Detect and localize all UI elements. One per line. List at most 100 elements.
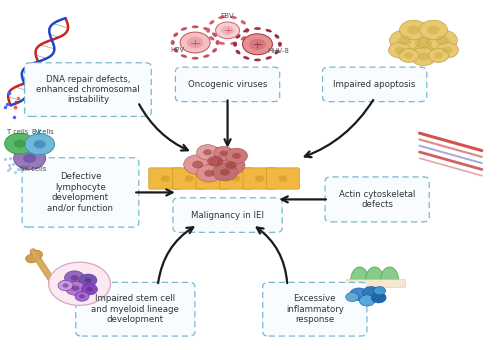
Ellipse shape: [236, 34, 240, 38]
Ellipse shape: [274, 50, 280, 54]
Text: DNA repair defects,
enhanced chromosomal
instability: DNA repair defects, enhanced chromosomal…: [36, 75, 140, 105]
Circle shape: [48, 262, 110, 306]
Ellipse shape: [243, 29, 250, 33]
Text: T cells: T cells: [6, 129, 28, 135]
Circle shape: [250, 38, 266, 50]
Circle shape: [203, 149, 212, 155]
Circle shape: [187, 37, 204, 48]
FancyArrowPatch shape: [139, 104, 188, 150]
Circle shape: [212, 163, 238, 181]
Ellipse shape: [266, 56, 272, 60]
Circle shape: [420, 20, 448, 40]
FancyBboxPatch shape: [266, 168, 300, 189]
Circle shape: [350, 288, 368, 301]
Circle shape: [64, 271, 84, 285]
Circle shape: [14, 147, 46, 169]
Ellipse shape: [203, 54, 209, 58]
Ellipse shape: [206, 28, 210, 33]
Circle shape: [79, 274, 97, 287]
Circle shape: [436, 36, 449, 45]
Ellipse shape: [240, 20, 246, 24]
Text: NK cells: NK cells: [20, 166, 46, 173]
Circle shape: [204, 170, 214, 177]
Ellipse shape: [254, 58, 261, 61]
Circle shape: [434, 52, 443, 58]
Text: EBV: EBV: [221, 13, 234, 19]
Ellipse shape: [278, 42, 282, 47]
Circle shape: [160, 175, 170, 182]
Circle shape: [86, 287, 92, 292]
Circle shape: [14, 139, 26, 148]
Circle shape: [180, 32, 210, 53]
Circle shape: [404, 30, 442, 56]
Circle shape: [66, 281, 86, 295]
Ellipse shape: [203, 27, 209, 31]
Ellipse shape: [230, 16, 237, 19]
Circle shape: [371, 293, 386, 303]
Text: Excessive
inflammatory
response: Excessive inflammatory response: [286, 294, 344, 324]
Ellipse shape: [218, 16, 225, 19]
Circle shape: [58, 280, 73, 291]
FancyBboxPatch shape: [176, 67, 280, 102]
Circle shape: [220, 169, 230, 176]
Circle shape: [232, 153, 241, 159]
Text: Malignancy in IEI: Malignancy in IEI: [191, 211, 264, 219]
FancyArrowPatch shape: [158, 227, 193, 283]
Ellipse shape: [240, 36, 246, 41]
Circle shape: [216, 22, 240, 39]
Ellipse shape: [212, 48, 217, 52]
Ellipse shape: [170, 40, 174, 45]
Circle shape: [362, 287, 380, 299]
FancyBboxPatch shape: [325, 177, 430, 222]
Circle shape: [192, 161, 203, 168]
Text: Defective
lymphocyte
development
and/or function: Defective lymphocyte development and/or …: [48, 172, 114, 212]
Circle shape: [184, 175, 194, 182]
Circle shape: [394, 47, 404, 54]
FancyBboxPatch shape: [196, 168, 229, 189]
FancyBboxPatch shape: [173, 198, 282, 232]
Circle shape: [84, 278, 91, 283]
Circle shape: [410, 47, 436, 65]
Ellipse shape: [181, 27, 187, 31]
Ellipse shape: [245, 28, 249, 33]
Circle shape: [70, 275, 78, 281]
Circle shape: [207, 155, 223, 167]
Ellipse shape: [209, 36, 214, 41]
Circle shape: [75, 292, 89, 301]
Circle shape: [408, 26, 420, 34]
Ellipse shape: [218, 42, 225, 45]
Ellipse shape: [174, 33, 178, 37]
FancyArrowPatch shape: [224, 100, 230, 145]
Circle shape: [196, 164, 222, 182]
Circle shape: [278, 175, 287, 182]
Circle shape: [26, 254, 38, 263]
Circle shape: [428, 30, 458, 51]
Circle shape: [418, 52, 430, 61]
FancyArrowPatch shape: [282, 196, 326, 202]
FancyBboxPatch shape: [22, 158, 139, 227]
FancyBboxPatch shape: [76, 282, 195, 336]
Circle shape: [196, 145, 218, 160]
Circle shape: [221, 26, 234, 35]
FancyArrowPatch shape: [136, 189, 172, 196]
Circle shape: [226, 148, 248, 163]
Circle shape: [34, 140, 46, 148]
Circle shape: [79, 294, 85, 298]
Circle shape: [415, 37, 432, 49]
Ellipse shape: [266, 29, 272, 33]
Circle shape: [400, 20, 427, 40]
FancyBboxPatch shape: [149, 168, 182, 189]
Text: Impaired apoptosis: Impaired apoptosis: [334, 80, 416, 89]
Circle shape: [359, 295, 375, 306]
FancyBboxPatch shape: [346, 280, 406, 287]
Ellipse shape: [174, 48, 178, 52]
Circle shape: [220, 150, 228, 156]
Circle shape: [184, 155, 212, 174]
Ellipse shape: [181, 54, 187, 58]
FancyBboxPatch shape: [172, 168, 206, 189]
Ellipse shape: [236, 50, 240, 54]
Ellipse shape: [230, 42, 237, 45]
Circle shape: [242, 34, 272, 55]
FancyBboxPatch shape: [262, 282, 367, 336]
Text: Oncogenic viruses: Oncogenic viruses: [188, 80, 267, 89]
